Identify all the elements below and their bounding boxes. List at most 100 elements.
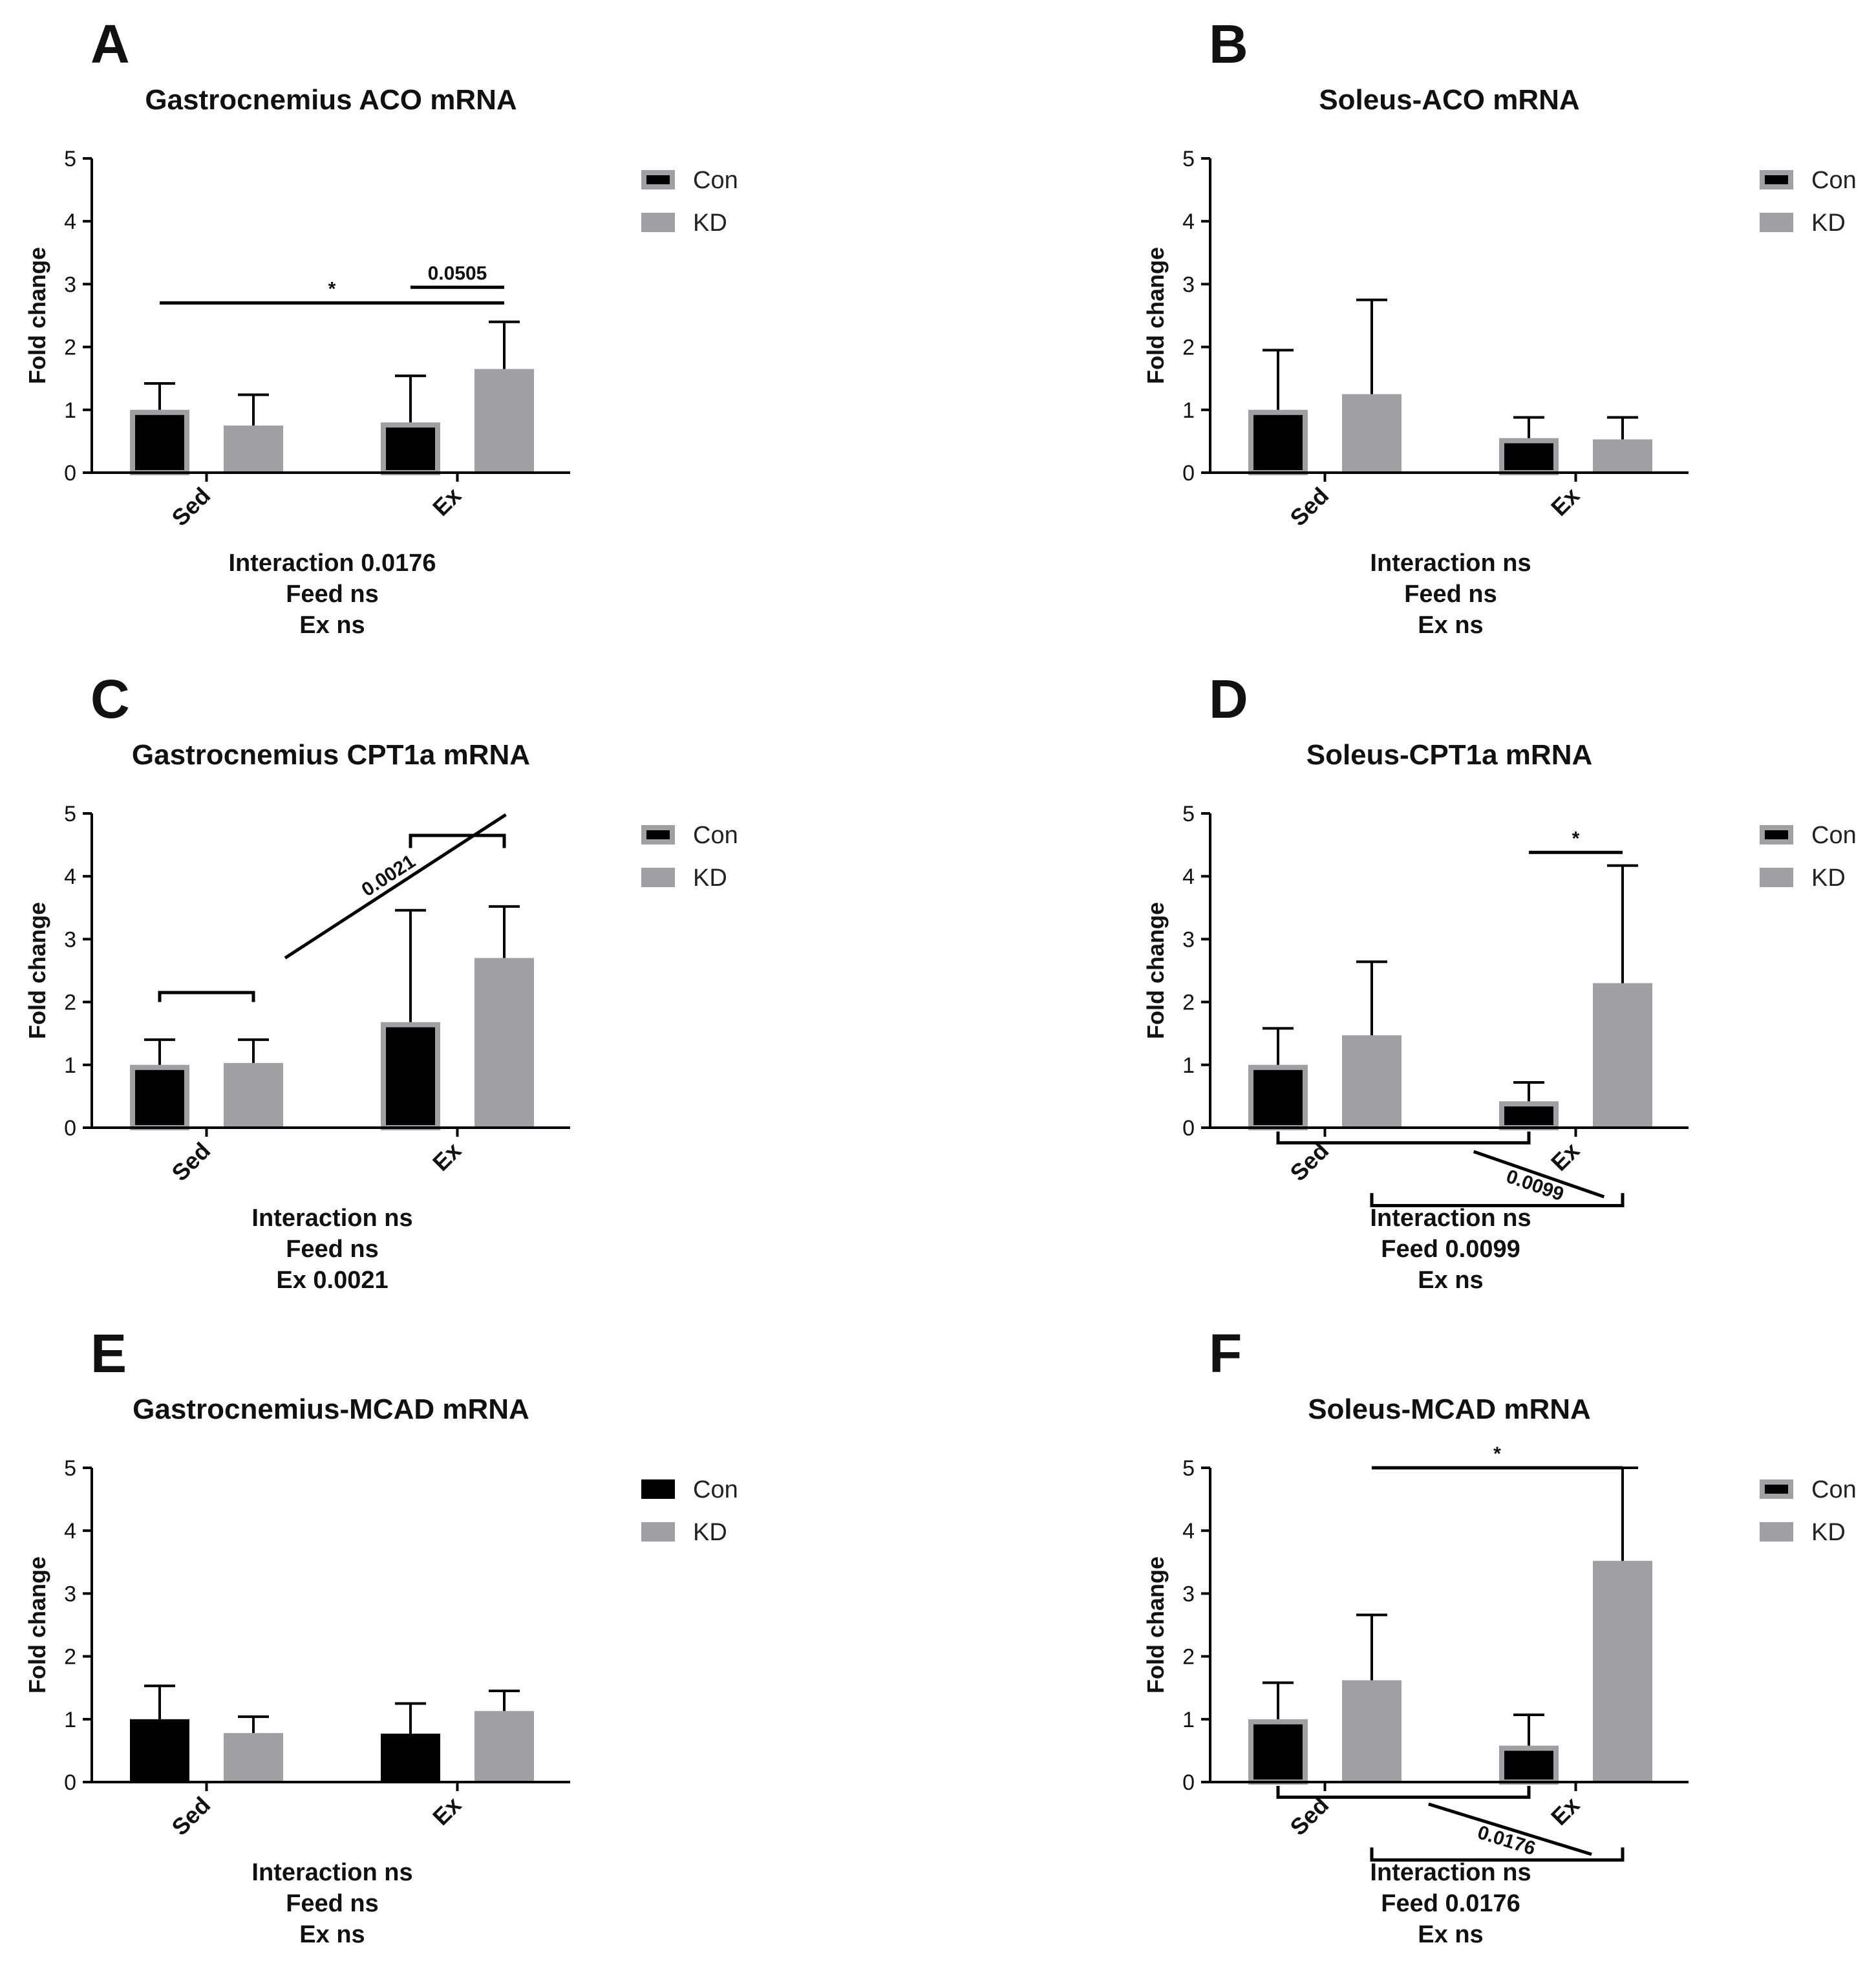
x-tick-label: Ex [427,1792,466,1831]
y-tick-label: 5 [64,802,76,826]
y-tick-label: 1 [1182,398,1195,423]
chart-title: Soleus-CPT1a mRNA [1306,739,1593,771]
y-tick-label: 1 [1182,1708,1195,1732]
y-tick-label: 2 [64,336,76,360]
significance-bracket [158,991,255,1002]
y-tick-label: 4 [64,210,76,234]
y-tick-label: 0 [64,1770,76,1795]
bar-kd-ex [474,1711,534,1782]
legend-label-con: Con [693,822,738,849]
x-tick-label: Sed [1284,1137,1334,1187]
legend-label-con: Con [693,1476,738,1503]
legend-swatch-kd [641,868,675,887]
y-tick-label: 2 [64,991,76,1015]
legend-swatch-kd [1760,868,1793,887]
y-tick-label: 5 [64,1456,76,1481]
significance-bracket [1276,1785,1531,1799]
legend-label-con: Con [1811,167,1857,194]
y-axis-label: Fold change [1142,247,1169,384]
x-tick-label: Ex [427,482,466,521]
x-tick-label: Ex [1546,482,1584,521]
bar-con-ex [1499,1101,1559,1131]
panel-letter: F [1209,1323,1242,1384]
legend-label-kd: KD [693,865,727,892]
y-tick-label: 2 [64,1645,76,1670]
stats-line: Interaction ns [251,1205,412,1232]
stats-line: Feed ns [286,1236,379,1263]
legend-swatch-kd [1760,213,1793,232]
y-tick-label: 2 [1182,1645,1195,1670]
y-axis-label: Fold change [1142,902,1169,1039]
stats-line: Ex ns [1418,1267,1483,1294]
stats-line: Ex ns [1418,612,1483,639]
stats-line: Interaction 0.0176 [228,550,436,577]
x-tick-label: Ex [1546,1792,1584,1831]
y-axis-label: Fold change [24,247,50,384]
bar-kd-sed [1342,394,1402,473]
stats-line: Feed 0.0176 [1381,1890,1520,1917]
y-tick-label: 3 [1182,1582,1195,1606]
bar-con-sed [130,1064,189,1131]
y-tick-label: 1 [64,1708,76,1732]
y-axis-label: Fold change [24,902,50,1039]
bar-kd-ex [474,958,534,1128]
panel-letter: A [91,14,130,74]
x-tick-label: Ex [1546,1137,1584,1176]
y-tick-label: 3 [64,927,76,952]
y-tick-label: 2 [1182,991,1195,1015]
bar-kd-sed [1342,1035,1402,1128]
bar-con-sed [1248,1064,1308,1131]
legend-label-kd: KD [693,1519,727,1546]
legend-swatch-con [1760,1479,1793,1499]
significance-diagonal [284,813,507,960]
legend-swatch-kd [641,1522,675,1542]
significance-bracket [409,833,506,848]
x-tick-label: Ex [427,1137,466,1176]
stats-line: Interaction ns [1370,550,1531,577]
legend-swatch-con [1760,170,1793,189]
bar-kd-ex [1593,983,1652,1128]
significance-bracket [1370,1847,1625,1862]
y-tick-label: 1 [64,1053,76,1078]
x-tick-label: Sed [166,1792,215,1841]
legend-label-kd: KD [1811,865,1846,892]
x-tick-label: Sed [166,1137,215,1187]
panel-d: D Soleus-CPT1a mRNA Fold change 0 1 2 3 4 5 Sed Ex… [1142,669,1857,1294]
bar-kd-ex [474,369,534,473]
panel-letter: D [1209,669,1248,729]
bar-con-sed [130,409,189,475]
bar-kd-sed [224,1733,283,1782]
y-tick-label: 0 [64,461,76,486]
legend-swatch-con [1760,825,1793,844]
bar-con-ex [381,1022,440,1130]
y-tick-label: 5 [1182,147,1195,171]
legend-label-kd: KD [1811,1519,1846,1546]
significance-bracket [1276,1131,1531,1145]
bar-con-sed [130,1719,189,1782]
bar-con-sed [1248,1719,1308,1785]
chart-title: Gastrocnemius ACO mRNA [145,84,517,116]
y-tick-label: 4 [1182,210,1195,234]
y-tick-label: 3 [64,272,76,297]
y-tick-label: 3 [1182,272,1195,297]
y-tick-label: 3 [64,1582,76,1606]
stats-line: Interaction ns [1370,1205,1531,1232]
significance-bracket [1370,1193,1625,1208]
y-tick-label: 0 [1182,461,1195,486]
bar-kd-sed [1342,1680,1402,1782]
panel-letter: B [1209,14,1248,74]
legend-swatch-con [641,1479,675,1499]
y-tick-label: 5 [64,147,76,171]
y-tick-label: 0 [64,1116,76,1141]
panel-a: A Gastrocnemius ACO mRNA Fold change 0 1 2 3 4 5… [24,14,738,639]
bar-con-ex [381,1734,440,1782]
y-tick-label: 4 [64,865,76,889]
bar-con-ex [1499,1745,1559,1785]
y-tick-label: 5 [1182,802,1195,826]
stats-line: Ex ns [299,1921,365,1948]
chart-title: Soleus-ACO mRNA [1319,84,1579,116]
stats-line: Feed ns [286,581,379,608]
legend-label-kd: KD [1811,210,1846,237]
bar-kd-ex [1593,1560,1652,1782]
